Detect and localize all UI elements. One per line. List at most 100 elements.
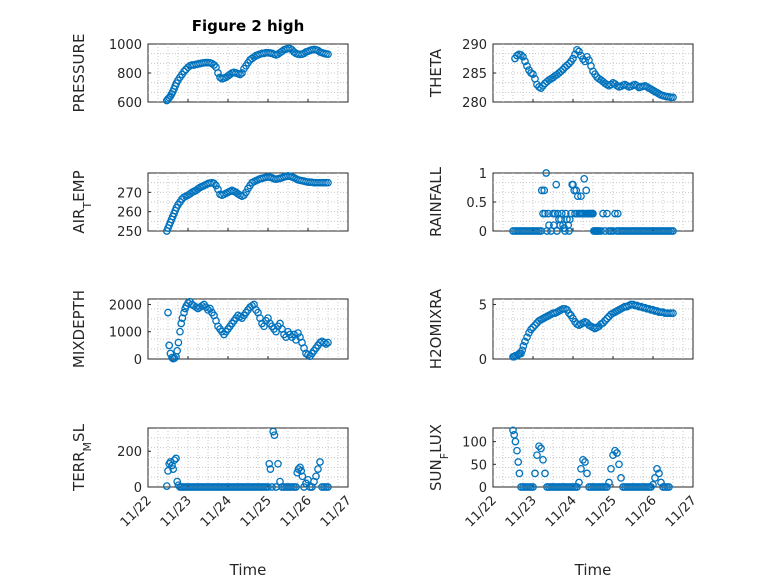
data-point — [581, 458, 589, 466]
data-point — [655, 469, 663, 478]
data-point — [210, 61, 218, 69]
data-point — [531, 321, 539, 330]
data-point — [174, 338, 183, 347]
data-point — [575, 47, 583, 56]
data-point — [597, 227, 605, 235]
data-point — [172, 454, 180, 463]
data-point — [521, 337, 529, 346]
chart-title: Figure 2 high — [192, 17, 305, 35]
data-point — [601, 316, 609, 325]
x-axis-label: Time — [574, 561, 612, 579]
data-point — [541, 209, 549, 218]
data-point — [324, 50, 332, 59]
data-point — [529, 70, 537, 79]
y-tick-label: 5 — [479, 298, 487, 313]
y-axis-label: AIRTEMP — [70, 170, 94, 233]
data-point — [573, 483, 581, 491]
data-point — [599, 209, 607, 218]
data-point — [582, 186, 591, 195]
data-point — [162, 482, 171, 490]
data-point — [605, 478, 613, 487]
y-axis-label: RAINFALL — [427, 166, 445, 237]
data-point — [611, 209, 619, 218]
data-point — [615, 460, 623, 469]
data-point — [649, 480, 657, 489]
data-point — [599, 319, 607, 327]
data-point — [519, 52, 527, 61]
y-axis-label: PRESSURE — [70, 34, 88, 113]
data-point — [170, 354, 179, 363]
data-point — [559, 65, 567, 74]
data-point — [565, 309, 573, 318]
data-point — [324, 178, 332, 187]
data-point — [657, 478, 665, 487]
data-point — [589, 209, 597, 218]
axes-rainfall: 0 0.5 1 RAINFALL — [427, 166, 694, 240]
x-tick-label: 11/24 — [198, 493, 235, 530]
data-point — [565, 227, 573, 235]
data-point — [300, 49, 308, 58]
data-point — [613, 449, 621, 457]
data-point — [242, 188, 250, 197]
data-point — [278, 47, 286, 56]
y-tick-label: 0 — [134, 481, 142, 496]
data-point — [509, 426, 517, 435]
data-point — [312, 472, 320, 481]
data-point — [519, 342, 528, 350]
x-tick-label: 11/26 — [278, 493, 315, 530]
data-point — [214, 185, 222, 194]
data-point — [173, 346, 182, 355]
data-point — [617, 474, 625, 482]
data-point — [603, 314, 611, 323]
data-point — [557, 209, 566, 218]
data-point — [169, 465, 178, 473]
data-point — [176, 327, 184, 336]
data-point — [613, 209, 622, 218]
data-point — [609, 451, 617, 460]
x-tick-label: 11/23 — [158, 493, 195, 530]
data-point — [513, 351, 521, 360]
data-point — [177, 319, 186, 328]
data-point — [583, 469, 591, 478]
data-point — [527, 325, 535, 334]
data-point — [647, 483, 655, 491]
data-point — [180, 67, 188, 76]
data-point — [314, 46, 322, 55]
data-point — [194, 185, 202, 193]
y-axis-label: MIXDEPTH — [70, 290, 88, 368]
y-tick-label: 0 — [479, 481, 487, 496]
data-point — [569, 54, 577, 63]
y-axis-label: SUNFLUX — [427, 424, 451, 491]
data-point — [517, 51, 525, 59]
y-tick-label: 800 — [117, 67, 142, 82]
axes-sun_flux: 0 50 100 11/22 11/23 11/24 11/25 11/26 11/27 Time… — [427, 424, 700, 579]
x-tick-label: 11/22 — [463, 493, 500, 530]
x-tick-label: 11/24 — [543, 493, 580, 530]
data-point — [669, 309, 677, 318]
data-point — [214, 69, 222, 77]
y-tick-label: 1 — [479, 167, 487, 182]
data-point — [533, 451, 541, 460]
data-point — [165, 341, 174, 350]
x-tick-label: 11/25 — [238, 493, 275, 530]
data-point — [651, 474, 659, 482]
data-point — [210, 179, 218, 188]
data-point — [297, 467, 306, 475]
data-point — [665, 483, 673, 491]
data-point — [180, 308, 188, 317]
data-point — [581, 57, 589, 66]
y-tick-label: 50 — [470, 458, 487, 473]
y-axis-label: H2OMIXRA — [427, 288, 445, 369]
axes-h2omixra: 0 5 H2OMIXRA — [427, 288, 694, 369]
data-point — [537, 186, 546, 195]
x-axis-label: Time — [229, 561, 267, 579]
data-point — [603, 483, 611, 491]
data-point — [518, 346, 527, 355]
data-point — [537, 84, 545, 92]
y-tick-label: 600 — [117, 96, 142, 111]
data-point — [268, 483, 276, 491]
x-tick-label: 11/25 — [583, 493, 620, 530]
data-point — [511, 437, 520, 446]
data-point — [265, 459, 274, 468]
data-point — [573, 45, 581, 54]
